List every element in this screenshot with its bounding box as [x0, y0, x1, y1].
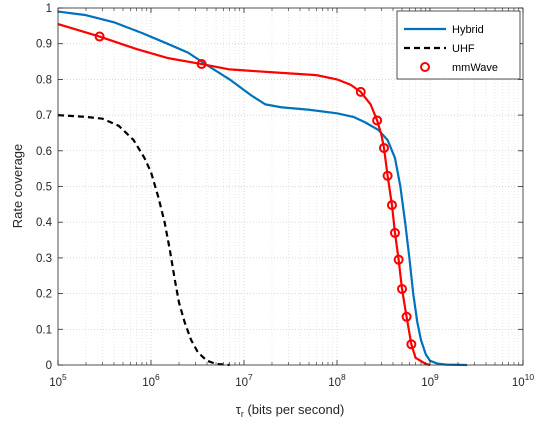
x-tick-label-exponent: 8 — [341, 372, 346, 382]
x-tick-label: 107 — [235, 372, 253, 389]
legend-uhf-label: UHF — [452, 43, 475, 55]
y-axis-label: Rate coverage — [10, 144, 25, 229]
mmwave-data-point — [196, 59, 207, 70]
axis-ticks — [57, 7, 524, 366]
x-axis-label-symbol: τ — [236, 402, 242, 417]
mmwave-data-point — [389, 227, 400, 238]
x-tick-label-base: 10 — [142, 377, 155, 389]
y-tick-label: 0.6 — [36, 146, 52, 158]
mmwave-data-point — [355, 86, 366, 97]
x-tick-label-exponent: 5 — [62, 372, 67, 382]
hybrid-series-line — [57, 10, 468, 367]
y-tick-label: 0.5 — [36, 182, 52, 194]
y-tick-label: 0.9 — [36, 39, 52, 51]
mmwave-data-point — [372, 115, 383, 126]
legend-hybrid-label: Hybrid — [452, 24, 484, 36]
x-tick-label: 105 — [49, 372, 67, 389]
x-tick-label-base: 10 — [235, 377, 248, 389]
x-tick-label: 1010 — [512, 372, 535, 389]
mmwave-data-point — [386, 200, 397, 211]
series-layer — [57, 10, 468, 367]
x-axis-label-subscript: r — [241, 409, 244, 419]
mmwave-data-point — [401, 311, 412, 322]
legend-mmwave-label: mmWave — [452, 62, 498, 74]
y-tick-label: 0.2 — [36, 289, 52, 301]
mmwave-data-point — [393, 254, 404, 265]
x-tick-label-base: 10 — [328, 377, 341, 389]
mmwave-data-point — [397, 283, 408, 294]
x-tick-labels: 105 106 107 108 109 1010 — [49, 372, 534, 389]
x-tick-label-base: 10 — [512, 377, 525, 389]
x-tick-label: 108 — [328, 372, 346, 389]
x-tick-label: 106 — [142, 372, 160, 389]
uhf-series-line — [57, 114, 230, 367]
minor-gridlines — [85, 8, 520, 365]
x-axis-label-unit: (bits per second) — [244, 402, 344, 417]
x-tick-label-exponent: 7 — [248, 372, 253, 382]
x-tick-label: 109 — [421, 372, 439, 389]
x-tick-label-exponent: 9 — [434, 372, 439, 382]
legend-mmwave-marker — [420, 62, 430, 72]
y-tick-label: 0.4 — [36, 217, 53, 229]
mmwave-series-line — [57, 23, 431, 367]
x-tick-label-exponent: 10 — [525, 372, 535, 382]
mmwave-data-point — [382, 170, 393, 181]
mmwave-data-point — [406, 339, 417, 350]
legend-box — [396, 10, 521, 80]
legend: Hybrid UHF mmWave — [396, 10, 521, 80]
x-tick-label-exponent: 6 — [155, 372, 160, 382]
x-tick-label-base: 10 — [49, 377, 62, 389]
y-tick-label: 0 — [46, 360, 52, 372]
x-axis-label: τr (bits per second) — [236, 402, 345, 419]
y-tick-label: 1 — [46, 3, 52, 15]
x-tick-label-base: 10 — [421, 377, 434, 389]
mmwave-data-point — [378, 142, 389, 153]
y-tick-label: 0.8 — [36, 74, 52, 86]
y-tick-label: 0.1 — [36, 324, 52, 336]
y-tick-label: 0.7 — [36, 110, 52, 122]
legend-items: Hybrid UHF mmWave — [404, 24, 498, 74]
mmwave-data-point — [94, 31, 105, 42]
y-tick-labels: 0 0.1 0.2 0.3 0.4 0.5 0.6 0.7 0.8 0.9 1 — [36, 3, 53, 372]
y-tick-label: 0.3 — [36, 253, 52, 265]
